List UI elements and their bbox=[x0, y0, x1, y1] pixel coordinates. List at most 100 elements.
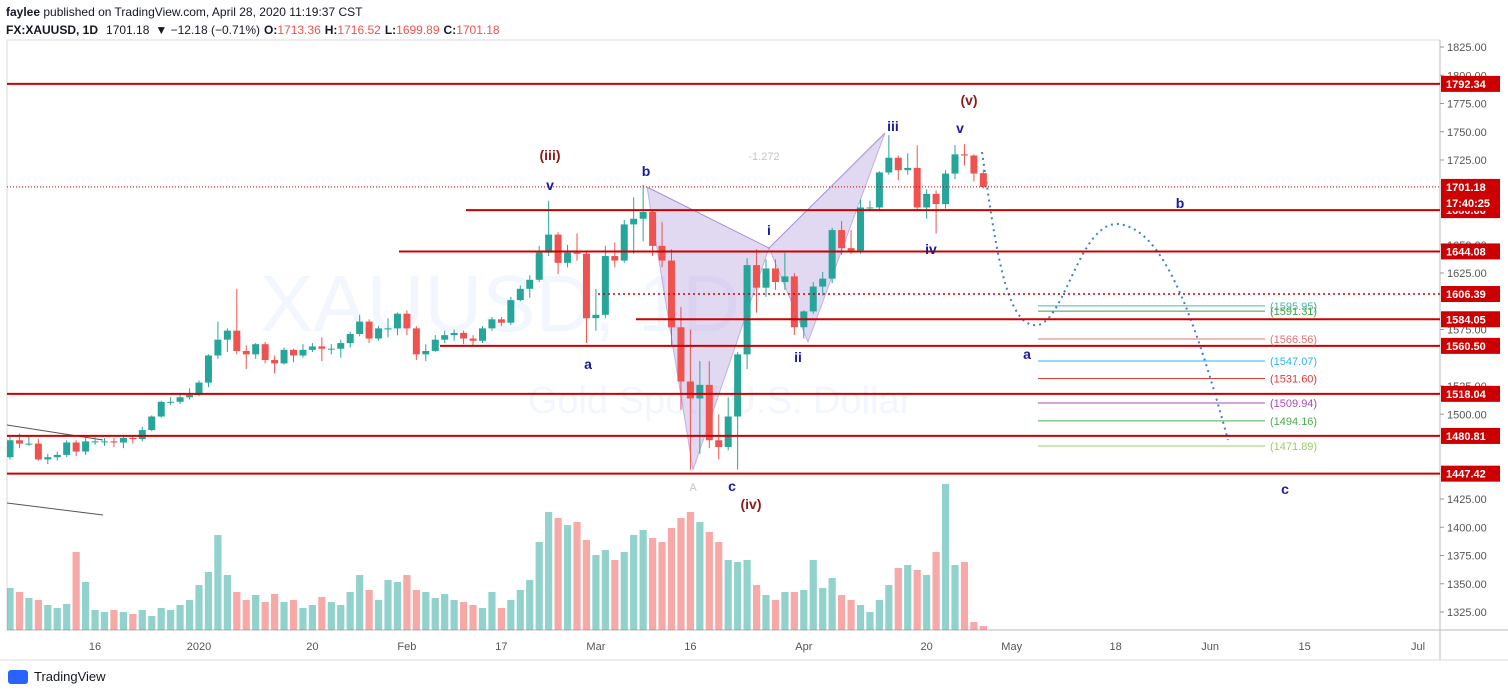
fib-label: (1591.31) bbox=[1270, 306, 1317, 318]
candle-body bbox=[951, 154, 959, 174]
level-label-box bbox=[1441, 385, 1500, 402]
x-tick-label: 20 bbox=[921, 641, 933, 653]
y-tick-label: 1725.00 bbox=[1447, 155, 1487, 167]
logo bbox=[8, 670, 28, 684]
y-tick-label: 1775.00 bbox=[1447, 99, 1487, 111]
volume-bar bbox=[573, 522, 581, 630]
wave-label: b bbox=[1176, 195, 1185, 211]
wave-label: b bbox=[642, 163, 651, 179]
volume-bar bbox=[271, 594, 279, 630]
x-tick-label: Feb bbox=[397, 641, 416, 653]
volume-bar bbox=[497, 608, 505, 630]
level-label: 1606.39 bbox=[1446, 289, 1486, 301]
wave-label: ii bbox=[794, 349, 802, 365]
candle-body bbox=[771, 268, 779, 283]
candle-body bbox=[119, 437, 127, 443]
change: ▼ −12.18 (−0.71%) bbox=[155, 23, 260, 37]
candle-body bbox=[932, 193, 940, 205]
volume-bar bbox=[526, 580, 534, 630]
y-tick-label: 1825.00 bbox=[1447, 42, 1487, 54]
candle-body bbox=[101, 441, 108, 443]
candle-body bbox=[696, 384, 704, 399]
volume-bar bbox=[620, 552, 628, 630]
volume-bar bbox=[318, 597, 326, 630]
volume-bar bbox=[204, 572, 213, 630]
wave-label: a bbox=[1023, 346, 1031, 362]
publisher-name: faylee bbox=[6, 5, 40, 19]
volume-bar bbox=[677, 518, 685, 630]
candle-body bbox=[545, 234, 553, 253]
candle-body bbox=[280, 349, 288, 364]
x-tick-label: 18 bbox=[1110, 641, 1122, 653]
candle-body bbox=[82, 441, 90, 452]
volume-bar bbox=[752, 585, 761, 630]
volume-bar bbox=[280, 602, 288, 630]
volume-bar bbox=[195, 585, 203, 630]
y-tick-label: 1425.00 bbox=[1447, 494, 1487, 506]
symbol-info: FX:XAUUSD, 1D 1701.18 ▼ −12.18 (−0.71%) O:1… bbox=[6, 23, 500, 37]
candle-body bbox=[488, 319, 496, 329]
fib-label: (1595.95) bbox=[1270, 301, 1317, 313]
price: 1701.18 bbox=[106, 23, 150, 37]
candle-body bbox=[290, 349, 297, 356]
candle-body bbox=[299, 349, 307, 356]
candle-body bbox=[412, 328, 420, 355]
volume-bar bbox=[781, 592, 789, 630]
volume-bar bbox=[639, 530, 647, 630]
volume-bar bbox=[431, 598, 439, 630]
candle-body bbox=[535, 252, 543, 280]
ohlc-label: H: bbox=[325, 23, 338, 37]
volume-bar bbox=[658, 542, 666, 630]
fib-label: (1547.07) bbox=[1270, 356, 1317, 368]
volume-bar bbox=[308, 605, 316, 630]
candle-body bbox=[375, 328, 383, 339]
candle-body bbox=[327, 348, 335, 350]
level-label-box bbox=[1441, 427, 1500, 444]
volume-bar bbox=[601, 550, 609, 630]
volume-bar bbox=[951, 565, 959, 630]
x-tick-label: Mar bbox=[586, 641, 605, 653]
volume-bar bbox=[771, 600, 780, 630]
level-label: 1560.50 bbox=[1446, 341, 1486, 353]
y-tick-label: 1500.00 bbox=[1447, 409, 1487, 421]
volume-bar bbox=[923, 575, 931, 630]
candle-body bbox=[923, 193, 931, 208]
volume-bar bbox=[734, 562, 742, 630]
volume-bar bbox=[299, 608, 307, 630]
candle-body bbox=[204, 355, 212, 383]
candle-body bbox=[894, 157, 902, 171]
ohlc-label: C: bbox=[444, 23, 457, 37]
x-tick-label: 20 bbox=[306, 641, 318, 653]
volume-bar bbox=[441, 594, 449, 630]
volume-bar bbox=[129, 614, 137, 630]
ohlc-value: 1701.18 bbox=[456, 23, 500, 37]
candle-body bbox=[242, 350, 250, 355]
volume-bar bbox=[223, 575, 231, 630]
volume-bar bbox=[346, 592, 354, 630]
candle-body bbox=[72, 442, 80, 452]
volume-bar bbox=[374, 600, 383, 630]
candle-body bbox=[384, 328, 392, 330]
candle-body bbox=[403, 313, 411, 329]
volume-bar bbox=[289, 600, 298, 630]
candle-body bbox=[167, 401, 175, 403]
volume-bar bbox=[790, 592, 798, 630]
volume-bar bbox=[119, 612, 127, 630]
candle-body bbox=[393, 313, 401, 329]
volume-bar bbox=[82, 582, 90, 630]
volume-bar bbox=[932, 552, 940, 630]
volume-bar bbox=[356, 575, 364, 630]
candle-body bbox=[186, 395, 194, 398]
candle-body bbox=[686, 381, 694, 399]
y-tick-label: 1375.00 bbox=[1447, 551, 1487, 563]
volume-bar bbox=[110, 610, 118, 630]
wave-label: (iii) bbox=[540, 147, 561, 163]
candle-body bbox=[308, 346, 316, 350]
watermark: Gold Spot / U.S. Dollar bbox=[528, 380, 913, 422]
harmonic-pattern bbox=[768, 132, 886, 344]
volume-bar bbox=[696, 522, 704, 630]
volume-bar bbox=[715, 542, 723, 630]
symbol: FX:XAUUSD, 1D bbox=[6, 23, 98, 37]
last-price-box bbox=[1441, 178, 1500, 211]
volume-bar bbox=[233, 592, 241, 630]
